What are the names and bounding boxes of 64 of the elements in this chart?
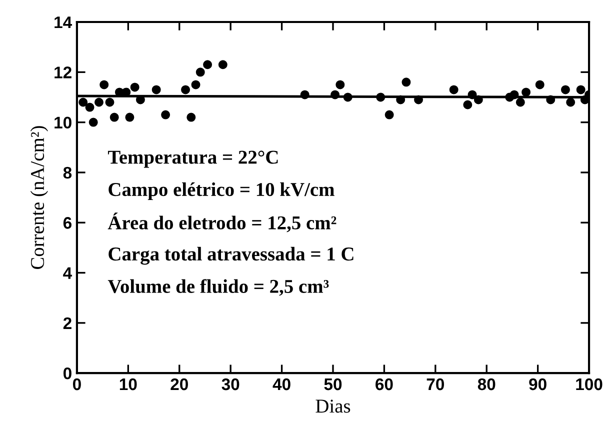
- x-tick-label: 80: [478, 378, 496, 390]
- point: [152, 85, 161, 94]
- annotation: Campo elétrico = 10 kV/cm: [108, 182, 334, 200]
- y-tick-label: 8: [63, 166, 72, 179]
- x-tick-label: 20: [170, 378, 188, 390]
- point: [110, 112, 119, 122]
- annotation: Área do eletrodo = 12,5 cm²: [108, 212, 336, 232]
- point: [88, 118, 98, 127]
- y-tick-label: 12: [54, 66, 72, 78]
- point: [181, 85, 190, 94]
- x-tick-label: 90: [529, 378, 546, 390]
- x-tick-label: 0: [72, 378, 81, 390]
- point: [449, 85, 458, 94]
- point: [535, 80, 544, 90]
- y-tick-label: 4: [63, 267, 72, 279]
- point: [522, 88, 531, 97]
- point: [330, 90, 340, 100]
- point: [468, 90, 477, 100]
- point: [191, 80, 200, 90]
- point: [510, 90, 519, 100]
- point: [576, 85, 586, 94]
- point: [516, 98, 525, 107]
- point: [474, 95, 483, 104]
- point: [186, 112, 196, 122]
- x-axis-title: Dias: [316, 400, 350, 413]
- point: [78, 98, 88, 107]
- y-axis-title: Corrente (nA/cm²): [30, 126, 48, 270]
- point: [85, 102, 94, 112]
- point: [396, 95, 406, 104]
- point: [203, 60, 212, 70]
- point: [125, 112, 134, 122]
- annotation: Temperatura = 22°C: [108, 150, 278, 168]
- point: [546, 95, 556, 104]
- y-tick-label: 0: [63, 367, 72, 380]
- point: [100, 80, 109, 90]
- x-tick-label: 100: [576, 378, 602, 390]
- x-tick-label: 40: [272, 378, 290, 390]
- point: [300, 90, 310, 100]
- point: [566, 98, 576, 107]
- x-tick-label: 10: [120, 378, 137, 390]
- point: [105, 98, 114, 107]
- y-tick-label: 10: [54, 116, 72, 129]
- point: [384, 110, 394, 120]
- point: [376, 92, 386, 102]
- point: [414, 95, 424, 104]
- point: [196, 68, 205, 77]
- point: [402, 78, 411, 87]
- x-tick-label: 30: [222, 378, 240, 390]
- annotation: Carga total atravessada = 1 C: [108, 246, 354, 265]
- point: [218, 60, 228, 70]
- x-tick-label: 60: [376, 378, 393, 390]
- y-tick-label: 2: [63, 317, 72, 329]
- y-tick-label: 14: [54, 16, 72, 28]
- point: [130, 82, 140, 92]
- point: [463, 100, 472, 110]
- point: [343, 92, 352, 102]
- point: [94, 98, 104, 107]
- point: [560, 85, 570, 94]
- point: [161, 110, 170, 120]
- point: [336, 80, 345, 90]
- y-tick-label: 6: [63, 217, 72, 229]
- annotation: Volume de fluido = 2,5 cm³: [108, 279, 329, 296]
- x-tick-label: 50: [324, 378, 342, 390]
- x-tick-label: 70: [426, 378, 444, 390]
